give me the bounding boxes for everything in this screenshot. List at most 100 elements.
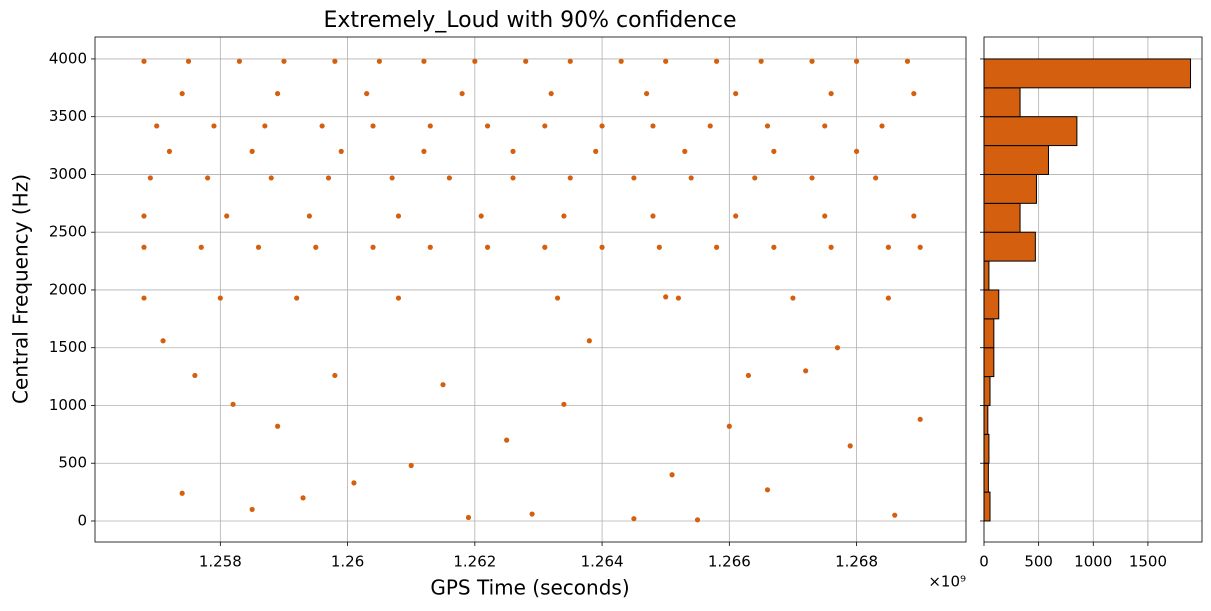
x-tick-label: 1500 — [1129, 553, 1167, 571]
x-offset-label: ×10⁹ — [928, 573, 966, 591]
point — [885, 244, 891, 250]
point — [504, 437, 510, 443]
point — [911, 90, 917, 97]
point — [389, 175, 395, 181]
point — [631, 516, 637, 522]
point — [408, 462, 414, 469]
point — [599, 244, 605, 250]
point — [185, 58, 192, 64]
point — [745, 372, 752, 379]
point — [879, 123, 885, 129]
bar — [983, 116, 1078, 147]
point — [427, 123, 433, 129]
point — [192, 372, 198, 379]
point — [904, 58, 911, 64]
point — [688, 175, 694, 181]
point — [892, 512, 898, 518]
bar — [983, 289, 1000, 320]
point — [822, 123, 828, 129]
x-tick-label: 1.264 — [581, 553, 624, 571]
bar — [983, 260, 990, 291]
point — [313, 244, 319, 250]
point — [319, 123, 325, 129]
axes-frame — [94, 36, 967, 543]
point — [249, 148, 255, 154]
point — [364, 90, 370, 97]
bar — [983, 202, 1021, 233]
point — [593, 148, 599, 154]
point — [160, 338, 166, 344]
point — [281, 58, 287, 64]
point — [224, 213, 230, 219]
point — [205, 175, 211, 181]
point — [351, 480, 357, 486]
point — [764, 123, 771, 129]
point — [154, 123, 160, 129]
bar — [983, 433, 990, 464]
point — [395, 295, 402, 301]
point — [141, 244, 147, 250]
point — [567, 175, 573, 181]
chart-title: Extremely_Loud with 90% confidence — [324, 8, 737, 33]
y-tick-label: 4000 — [49, 49, 87, 67]
y-tick-label: 1500 — [49, 338, 87, 356]
point — [885, 295, 891, 301]
point — [440, 382, 446, 388]
point — [822, 213, 828, 219]
point — [332, 58, 338, 64]
point — [478, 213, 484, 219]
point — [179, 90, 185, 97]
point — [586, 338, 592, 344]
point — [853, 148, 860, 154]
bar — [983, 462, 989, 493]
point — [255, 244, 262, 250]
bar — [983, 347, 995, 378]
point — [274, 90, 281, 97]
point — [472, 58, 478, 64]
point — [809, 175, 815, 181]
point — [917, 244, 923, 250]
point — [421, 58, 427, 64]
point — [510, 148, 516, 154]
bar — [983, 87, 1021, 118]
axes-frame — [983, 36, 1203, 543]
point — [663, 294, 669, 300]
point — [230, 401, 236, 407]
point — [707, 123, 713, 129]
point — [790, 295, 796, 301]
bar — [983, 376, 991, 406]
point — [752, 175, 758, 181]
point — [465, 514, 472, 521]
point — [682, 148, 688, 154]
point — [771, 244, 777, 250]
point — [141, 295, 147, 301]
point — [300, 495, 306, 501]
point — [542, 244, 548, 250]
point — [675, 295, 682, 301]
x-tick-label: 1.262 — [453, 553, 496, 571]
bar — [983, 173, 1037, 204]
point — [166, 148, 173, 154]
point — [147, 175, 153, 181]
x-tick-label: 0 — [979, 553, 989, 571]
point — [663, 58, 669, 64]
bar — [983, 318, 995, 349]
point — [726, 423, 732, 429]
point — [803, 368, 809, 374]
point — [809, 58, 815, 64]
point — [523, 58, 529, 64]
point — [141, 58, 147, 64]
point — [764, 487, 771, 493]
y-tick-label: 2000 — [49, 280, 87, 298]
point — [554, 295, 561, 301]
point — [599, 123, 605, 129]
point — [376, 58, 382, 64]
point — [548, 90, 554, 97]
y-tick-label: 2500 — [49, 223, 87, 241]
y-axis-label: Central Frequency (Hz) — [9, 174, 33, 404]
point — [198, 244, 204, 250]
point — [529, 511, 535, 517]
point — [274, 423, 281, 429]
point — [542, 123, 548, 129]
